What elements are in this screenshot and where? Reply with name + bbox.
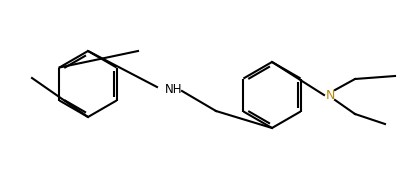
Text: N: N bbox=[325, 88, 335, 101]
Text: NH: NH bbox=[165, 83, 183, 96]
